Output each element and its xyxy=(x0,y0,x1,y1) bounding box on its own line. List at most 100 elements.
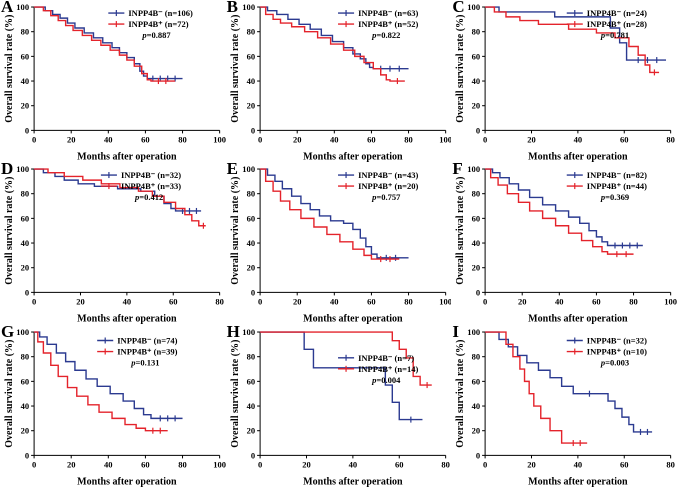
svg-text:Months after operation: Months after operation xyxy=(303,151,403,162)
panel-E: E 0 20 40 60 80 100 0 20 40 60 80 100 Months after o… xyxy=(226,159,452,325)
svg-text:INPP4B⁺ (n=20): INPP4B⁺ (n=20) xyxy=(358,182,418,192)
svg-text:Overall survival rate (%): Overall survival rate (%) xyxy=(4,15,15,123)
svg-text:60: 60 xyxy=(21,214,30,224)
svg-text:80: 80 xyxy=(246,352,255,362)
svg-text:80: 80 xyxy=(215,297,224,307)
svg-text:0: 0 xyxy=(25,125,29,135)
svg-text:20: 20 xyxy=(472,263,481,273)
svg-text:20: 20 xyxy=(246,101,255,111)
svg-text:20: 20 xyxy=(67,134,76,144)
svg-text:Months after operation: Months after operation xyxy=(77,476,177,487)
svg-text:20: 20 xyxy=(293,297,302,307)
svg-text:80: 80 xyxy=(441,459,450,469)
svg-text:0: 0 xyxy=(25,450,29,460)
panel-A: A 0 20 40 60 80 100 0 20 40 60 80 100 Months after o… xyxy=(0,0,226,162)
svg-text:p=0.412: p=0.412 xyxy=(134,193,163,203)
svg-text:20: 20 xyxy=(76,297,85,307)
svg-text:Overall survival rate (%): Overall survival rate (%) xyxy=(230,177,241,285)
svg-text:0: 0 xyxy=(32,297,36,307)
svg-text:20: 20 xyxy=(518,297,527,307)
svg-text:40: 40 xyxy=(246,401,255,411)
svg-text:0: 0 xyxy=(476,125,480,135)
km-chart-E: 0 20 40 60 80 100 0 20 40 60 80 100 Months after ope… xyxy=(230,164,452,325)
svg-text:100: 100 xyxy=(439,297,451,307)
svg-text:40: 40 xyxy=(472,401,481,411)
svg-text:INPP4B⁺ (n=28): INPP4B⁺ (n=28) xyxy=(587,19,647,29)
panel-label: A xyxy=(1,0,14,16)
svg-text:p=0.369: p=0.369 xyxy=(600,193,629,203)
svg-text:Months after operation: Months after operation xyxy=(529,151,629,162)
svg-text:40: 40 xyxy=(574,459,583,469)
svg-text:20: 20 xyxy=(472,101,481,111)
svg-text:0: 0 xyxy=(258,297,262,307)
svg-text:INPP4B⁻ (n=24): INPP4B⁻ (n=24) xyxy=(587,8,647,18)
svg-text:INPP4B⁻ (n=43): INPP4B⁻ (n=43) xyxy=(358,171,418,181)
svg-text:60: 60 xyxy=(472,51,481,61)
panel-I: I 0 20 40 60 80 0 20 40 60 80 100 Months after oper… xyxy=(451,322,677,487)
panel-B: B 0 20 40 60 80 100 0 20 40 60 80 100 Months after o… xyxy=(226,0,452,162)
svg-text:100: 100 xyxy=(468,327,481,337)
svg-text:80: 80 xyxy=(404,297,413,307)
svg-text:100: 100 xyxy=(16,327,29,337)
svg-text:40: 40 xyxy=(472,76,481,86)
svg-text:60: 60 xyxy=(246,51,255,61)
panel-F: F 0 20 40 60 80 100 0 20 40 60 80 100 Months after o… xyxy=(451,159,677,324)
svg-text:INPP4B⁻ (n=82): INPP4B⁻ (n=82) xyxy=(587,171,647,181)
svg-text:Months after operation: Months after operation xyxy=(77,314,177,325)
svg-text:20: 20 xyxy=(67,459,76,469)
svg-text:20: 20 xyxy=(528,459,537,469)
svg-text:100: 100 xyxy=(242,327,255,337)
panel-label: G xyxy=(1,321,15,341)
svg-text:60: 60 xyxy=(246,214,255,224)
panel-D: D 0 20 40 60 80 0 20 40 60 80 100 Months after oper… xyxy=(0,159,226,325)
panel-G: G 0 20 40 60 80 100 0 20 40 60 80 100 Months after o… xyxy=(0,321,226,487)
svg-text:80: 80 xyxy=(178,459,187,469)
svg-text:Months after operation: Months after operation xyxy=(303,314,403,325)
svg-text:60: 60 xyxy=(593,297,602,307)
svg-text:20: 20 xyxy=(528,134,537,144)
svg-text:20: 20 xyxy=(246,426,255,436)
svg-text:0: 0 xyxy=(483,134,487,144)
svg-text:60: 60 xyxy=(21,376,30,386)
svg-text:40: 40 xyxy=(348,459,357,469)
panel-label: F xyxy=(452,159,463,179)
svg-text:80: 80 xyxy=(630,297,639,307)
svg-text:INPP4B⁻ (n=7): INPP4B⁻ (n=7) xyxy=(358,353,414,363)
svg-text:20: 20 xyxy=(21,101,30,111)
svg-text:0: 0 xyxy=(258,134,262,144)
svg-text:100: 100 xyxy=(242,2,255,12)
km-chart-F: 0 20 40 60 80 100 0 20 40 60 80 100 Months after ope… xyxy=(455,164,677,324)
svg-text:p=0.887: p=0.887 xyxy=(141,30,171,40)
panel-label: B xyxy=(226,0,238,16)
panel-H: H 0 20 40 60 80 0 20 40 60 80 100 Months after oper… xyxy=(226,322,452,487)
svg-text:100: 100 xyxy=(213,459,225,469)
svg-text:80: 80 xyxy=(404,134,413,144)
svg-text:80: 80 xyxy=(178,134,187,144)
svg-text:0: 0 xyxy=(483,297,487,307)
svg-text:40: 40 xyxy=(555,297,564,307)
svg-text:0: 0 xyxy=(476,450,480,460)
svg-text:60: 60 xyxy=(367,134,376,144)
svg-text:INPP4B⁺ (n=10): INPP4B⁺ (n=10) xyxy=(587,346,647,356)
svg-text:INPP4B⁻ (n=32): INPP4B⁻ (n=32) xyxy=(121,171,181,181)
svg-text:100: 100 xyxy=(16,164,29,174)
svg-text:Months after operation: Months after operation xyxy=(529,476,629,487)
svg-text:80: 80 xyxy=(472,189,481,199)
svg-text:0: 0 xyxy=(258,459,262,469)
svg-text:40: 40 xyxy=(246,76,255,86)
svg-text:100: 100 xyxy=(16,2,29,12)
svg-text:100: 100 xyxy=(439,134,451,144)
panel-label: C xyxy=(452,0,465,16)
svg-text:80: 80 xyxy=(472,27,481,37)
svg-text:INPP4B⁺ (n=33): INPP4B⁺ (n=33) xyxy=(121,182,181,192)
svg-text:60: 60 xyxy=(21,51,30,61)
svg-text:p=0.781: p=0.781 xyxy=(600,30,629,40)
svg-text:100: 100 xyxy=(468,164,481,174)
svg-text:100: 100 xyxy=(242,164,255,174)
svg-text:80: 80 xyxy=(21,189,30,199)
svg-text:p=0.004: p=0.004 xyxy=(371,375,401,385)
km-chart-D: 0 20 40 60 80 0 20 40 60 80 100 Months after operat… xyxy=(4,164,224,325)
svg-text:20: 20 xyxy=(302,459,311,469)
km-chart-A: 0 20 40 60 80 100 0 20 40 60 80 100 Months after ope… xyxy=(4,2,226,162)
svg-text:Overall survival rate (%): Overall survival rate (%) xyxy=(455,340,466,448)
